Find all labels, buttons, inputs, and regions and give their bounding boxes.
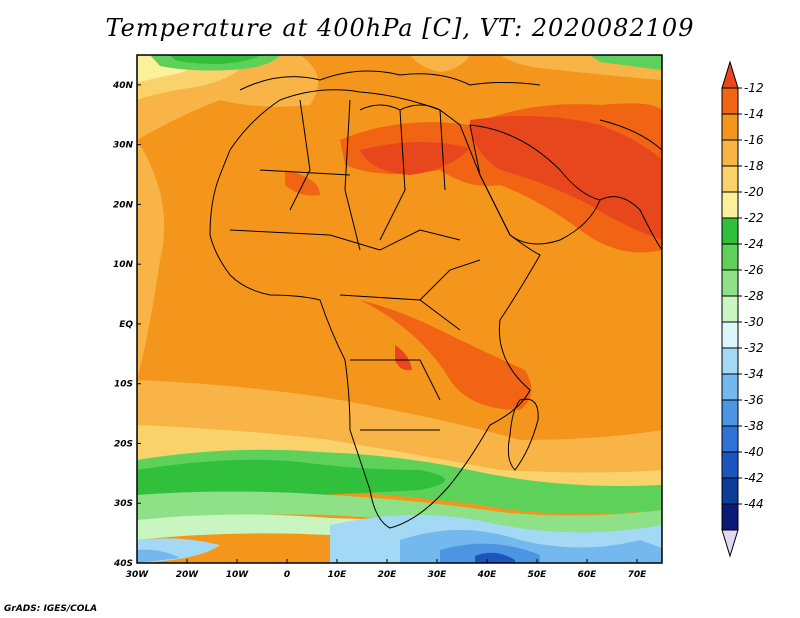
- lat-tick-label: 20S: [114, 439, 133, 449]
- colorbar-tick-label: -42: [744, 471, 764, 485]
- colorbar-tick-label: -16: [744, 133, 764, 147]
- credit-label: GrADS: IGES/COLA: [4, 604, 98, 614]
- lat-tick-label: 30S: [114, 499, 133, 509]
- chart-title: Temperature at 400hPa [C], VT: 202008210…: [105, 14, 695, 42]
- temperature-field: [137, 55, 662, 563]
- colorbar-tick-label: -28: [744, 289, 764, 303]
- colorbar-tick-label: -44: [744, 497, 764, 511]
- lon-tick-label: 50E: [528, 570, 548, 580]
- lon-tick-label: 10E: [328, 570, 348, 580]
- lon-tick-label: 70E: [628, 570, 648, 580]
- colorbar-tick-label: -38: [744, 419, 764, 433]
- colorbar-swatch: [721, 269, 739, 297]
- lat-tick-label: 40S: [113, 559, 133, 569]
- colorbar-tick-label: -32: [744, 341, 764, 355]
- lat-tick-label: 10S: [114, 380, 133, 390]
- colorbar-swatch: [721, 477, 739, 505]
- colorbar-tick-label: -34: [744, 367, 764, 381]
- lon-tick-label: 30W: [126, 570, 150, 580]
- lon-tick-label: 20W: [176, 570, 200, 580]
- lat-tick-label: 30N: [113, 141, 134, 151]
- colorbar-tick-label: -30: [744, 315, 764, 329]
- lat-tick-label: EQ: [119, 320, 133, 330]
- lon-tick-label: 40E: [477, 570, 498, 580]
- colorbar-swatch: [721, 373, 739, 401]
- colorbar-tick-label: -36: [744, 393, 764, 407]
- colorbar-swatch: [721, 243, 739, 271]
- colorbar-swatch: [721, 87, 739, 115]
- lat-tick-label: 20N: [113, 200, 134, 210]
- lon-tick-label: 20E: [378, 570, 398, 580]
- colorbar-swatch: [721, 217, 739, 245]
- colorbar-tick-label: -18: [744, 159, 764, 173]
- colorbar-swatch: [721, 399, 739, 427]
- colorbar-tick-label: -20: [744, 185, 764, 199]
- colorbar-tick-label: -26: [744, 263, 764, 277]
- lon-tick-label: 30E: [428, 570, 448, 580]
- colorbar-tick-label: -22: [744, 211, 764, 225]
- colorbar-swatch: [721, 321, 739, 349]
- colorbar-swatch: [721, 295, 739, 323]
- colorbar-tick-label: -14: [744, 107, 764, 121]
- lat-tick-label: 10N: [113, 260, 134, 270]
- colorbar-top-triangle: [721, 60, 739, 89]
- colorbar-swatch: [721, 451, 739, 479]
- lon-tick-label: 60E: [578, 570, 598, 580]
- colorbar-swatch: [721, 139, 739, 167]
- coastlines: [209, 70, 662, 529]
- latitude-axis: 40N 30N 20N 10N EQ 10S 20S 30S 40S: [112, 81, 141, 569]
- lon-tick-label: 10W: [226, 570, 250, 580]
- colorbar-swatch: [721, 113, 739, 141]
- colorbar-tick-label: -12: [744, 81, 764, 95]
- lon-tick-label: 0: [284, 570, 290, 580]
- colorbar-tick-label: -24: [744, 237, 764, 251]
- longitude-axis: 30W 20W 10W 0 10E 20E 30E 40E 50E 60E 70E: [126, 559, 647, 580]
- colorbar-bottom-triangle: [721, 529, 739, 558]
- colorbar-tick-label: -40: [744, 445, 764, 459]
- colorbar-swatch: [721, 425, 739, 453]
- colorbar-swatch: [721, 165, 739, 193]
- colorbar-swatch: [721, 503, 739, 531]
- map-frame: [136, 54, 663, 564]
- lat-tick-label: 40N: [112, 81, 134, 91]
- colorbar-swatch: [721, 191, 739, 219]
- colorbar-swatch: [721, 347, 739, 375]
